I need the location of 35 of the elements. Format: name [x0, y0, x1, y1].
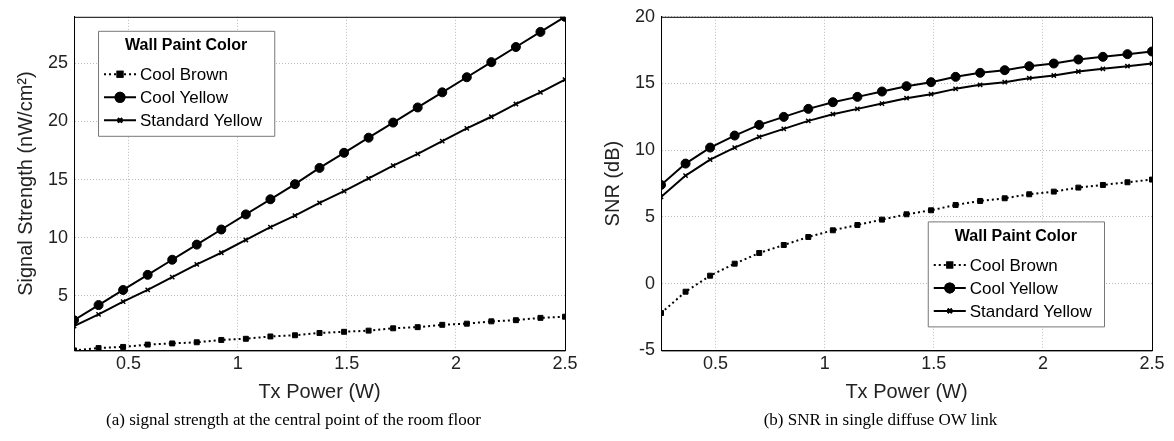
- x-tick-label: 2: [1037, 353, 1048, 374]
- legend-label: Cool Yellow: [140, 87, 229, 107]
- x-tick-label: 0.5: [116, 353, 142, 374]
- text: (a) signal strength at the central point of the room floor: [105, 410, 482, 430]
- y-axis-title: Signal Strength (nW/cm²): [13, 71, 36, 296]
- y-tick-label: 15: [47, 168, 69, 189]
- x-tick-label: 1: [232, 353, 243, 374]
- y-tick-label: 20: [47, 110, 69, 131]
- y-tick-label: -5: [639, 339, 656, 360]
- x-axis-title: Tx Power (W): [258, 379, 381, 402]
- legend-title: Wall Paint Color: [125, 36, 248, 54]
- text: (b) SNR in single diffuse OW link: [762, 410, 999, 430]
- legend-label: Standard Yellow: [140, 110, 263, 130]
- legend-label: Cool Yellow: [969, 278, 1059, 298]
- x-tick-label: 1.5: [334, 353, 360, 374]
- y-tick-label: 10: [634, 139, 656, 160]
- legend-title: Wall Paint Color: [954, 226, 1077, 244]
- legend-label: Cool Brown: [140, 64, 228, 84]
- x-axis-title: Tx Power (W): [845, 379, 968, 402]
- y-tick-label: 5: [58, 284, 69, 305]
- x-tick-label: 1: [819, 353, 830, 374]
- x-tick-label: 2.5: [1139, 353, 1165, 374]
- y-tick-label: 15: [634, 72, 656, 93]
- y-tick-label: 20: [634, 5, 656, 26]
- legend-label: Cool Brown: [969, 255, 1058, 275]
- y-axis-title: SNR (dB): [600, 140, 623, 227]
- y-tick-label: 0: [645, 272, 656, 293]
- y-tick-label: 10: [47, 226, 69, 247]
- x-tick-label: 0.5: [703, 353, 729, 374]
- x-tick-label: 2.5: [552, 353, 578, 374]
- y-tick-label: 5: [645, 205, 656, 226]
- y-tick-label: 25: [47, 52, 69, 73]
- legend-label: Standard Yellow: [969, 301, 1093, 321]
- x-tick-label: 1.5: [921, 353, 947, 374]
- x-tick-label: 2: [450, 353, 461, 374]
